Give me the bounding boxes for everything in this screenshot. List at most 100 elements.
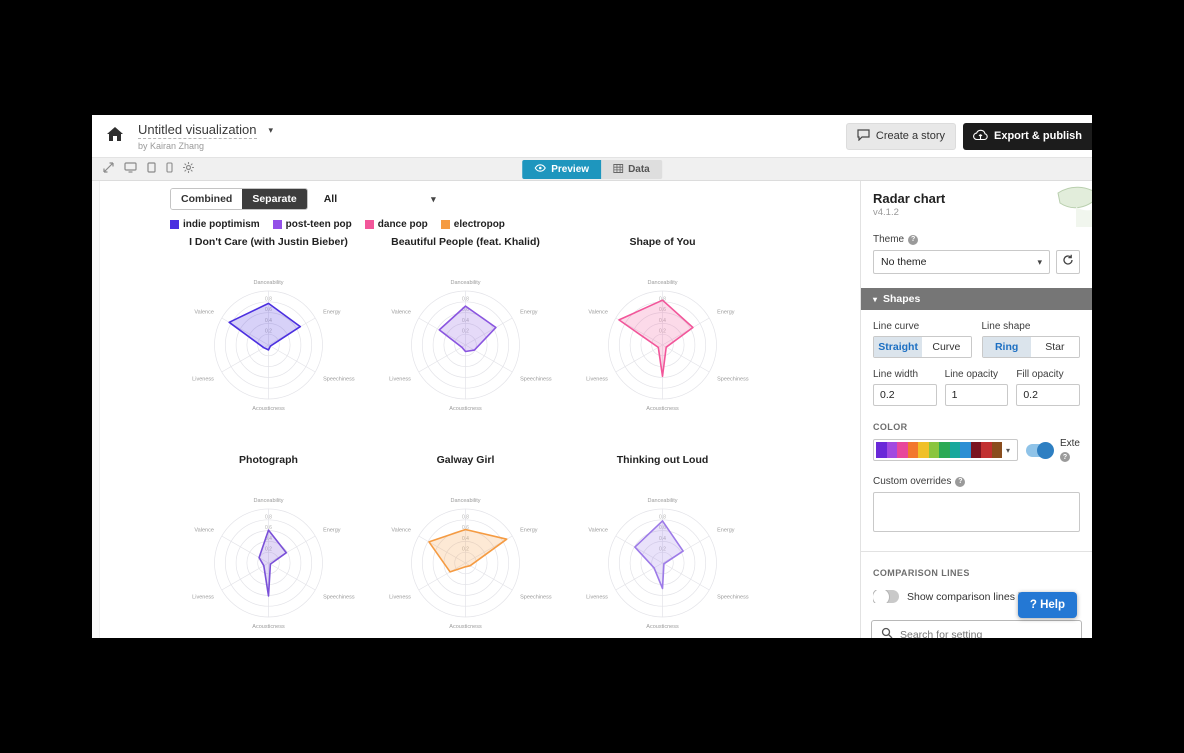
radar-chart: 0.2 0.4 0.6 0.8 Danceability Energy Speechines… [389,498,552,630]
straight-option[interactable]: Straight [874,337,923,357]
separate-button[interactable]: Separate [242,189,307,209]
left-scrollbar-strip[interactable] [92,181,100,638]
create-story-label: Create a story [875,130,945,142]
extend-palette-toggle[interactable] [1025,441,1054,459]
tab-data[interactable]: Data [601,160,662,179]
help-icon[interactable]: ? [908,234,919,245]
settings-search [871,620,1082,638]
color-palette-select[interactable]: ▾ [873,439,1018,461]
svg-text:Speechiness: Speechiness [323,595,355,601]
cloud-upload-icon [973,129,988,144]
svg-text:0.2: 0.2 [462,547,469,553]
combined-button[interactable]: Combined [171,189,243,209]
theme-select[interactable]: No theme ▾ [873,250,1050,274]
tablet-icon[interactable] [147,160,156,178]
svg-text:Acousticness: Acousticness [449,406,482,412]
preview-data-tabs: Preview Data [522,160,662,179]
legend-label: indie poptimism [183,219,260,230]
svg-text:0.4: 0.4 [659,536,666,542]
chart-preview-pane: Combined Separate All ▾ indie poptimism p… [100,181,860,638]
svg-text:Valence: Valence [588,310,607,316]
palette-swatch [928,442,939,458]
refresh-theme-button[interactable] [1056,250,1080,274]
svg-text:Speechiness: Speechiness [717,595,749,601]
radar-chart-cell: Thinking out Loud 0.2 0.4 0.6 0.8 Danceabilit… [564,454,761,638]
eye-icon [534,164,546,175]
svg-text:Energy: Energy [520,310,538,316]
chevron-down-icon: ▾ [431,193,436,204]
svg-text:0.8: 0.8 [265,514,272,520]
svg-text:0.4: 0.4 [265,318,272,324]
legend-swatch [440,220,450,229]
line-width-input[interactable] [873,384,937,406]
comparison-lines-label: COMPARISON LINES [873,568,970,578]
help-icon[interactable]: ? [955,476,966,487]
fill-opacity-label: Fill opacity [1016,369,1064,380]
help-icon[interactable]: ? [1059,452,1070,462]
svg-text:0.6: 0.6 [659,307,666,313]
palette-swatch [991,442,1002,458]
custom-overrides-textarea[interactable] [873,492,1080,532]
ring-option[interactable]: Ring [982,337,1031,357]
legend-swatch [364,220,374,229]
curve-option[interactable]: Curve [922,337,971,357]
visualization-title[interactable]: Untitled visualization [138,121,257,139]
svg-text:Danceability: Danceability [648,280,678,286]
palette-swatch [949,442,960,458]
star-option[interactable]: Star [1030,337,1079,357]
comparison-lines-toggle[interactable] [873,590,899,603]
svg-text:Speechiness: Speechiness [520,595,552,601]
legend-swatch [272,220,282,229]
radar-chart-cell: Beautiful People (feat. Khalid) 0.2 0.4 0.6… [367,236,564,454]
palette-swatch [897,442,908,458]
chevron-down-icon: ▾ [1037,256,1042,267]
home-button[interactable] [92,126,138,146]
shapes-section-label: Shapes [883,293,921,305]
chart-legend: indie poptimism post-teen pop dance pop ele… [170,219,860,230]
custom-overrides-label: Custom overrides [873,476,952,487]
radar-chart-cell: Photograph 0.2 0.4 0.6 0.8 Danceability Energy… [170,454,367,638]
radar-chart: 0.2 0.4 0.6 0.8 Danceability Energy Speechines… [586,498,749,630]
tab-preview[interactable]: Preview [522,160,602,179]
header-actions: Create a story Export & publish [845,115,1092,157]
palette-swatch [960,442,971,458]
fill-opacity-input[interactable] [1016,384,1080,406]
svg-text:Acousticness: Acousticness [646,624,679,630]
legend-item: indie poptimism [170,219,260,230]
svg-text:Valence: Valence [391,310,410,316]
line-opacity-input[interactable] [944,384,1009,406]
chevron-down-icon[interactable]: ▾ [268,124,274,135]
help-button[interactable]: ? Help [1017,592,1077,618]
legend-label: post-teen pop [285,219,352,230]
radar-chart-cell: Shape of You 0.2 0.4 0.6 0.8 Danceability Ener… [564,236,761,454]
settings-gear-icon[interactable] [183,160,194,178]
line-curve-label: Line curve [873,321,920,332]
svg-text:Energy: Energy [520,528,538,534]
mobile-icon[interactable] [166,160,173,178]
svg-text:Danceability: Danceability [451,280,481,286]
svg-text:Danceability: Danceability [648,498,678,504]
search-input[interactable] [900,629,1072,638]
svg-text:0.4: 0.4 [462,318,469,324]
line-opacity-label: Line opacity [944,369,999,380]
radar-chart-grid: I Don't Care (with Justin Bieber) 0.2 0.4 0… [170,236,860,638]
expand-icon[interactable] [103,160,114,178]
radar-chart-cell: Galway Girl 0.2 0.4 0.6 0.8 Danceability Energ… [367,454,564,638]
genre-filter-dropdown[interactable]: All ▾ [324,193,436,205]
create-story-button[interactable]: Create a story [845,122,956,150]
desktop-icon[interactable] [124,160,137,178]
svg-text:Danceability: Danceability [254,280,284,286]
custom-overrides-label-row: Custom overrides ? [873,476,1080,487]
export-publish-button[interactable]: Export & publish [963,122,1092,150]
svg-text:Danceability: Danceability [451,498,481,504]
radar-chart: 0.2 0.4 0.6 0.8 Danceability Energy Speechines… [192,280,355,412]
shapes-section-header[interactable]: ▾ Shapes [861,288,1092,310]
tab-data-label: Data [628,164,650,175]
svg-text:0.2: 0.2 [265,547,272,553]
svg-text:0.6: 0.6 [265,525,272,531]
svg-text:0.4: 0.4 [659,318,666,324]
radar-chart-cell: I Don't Care (with Justin Bieber) 0.2 0.4 0… [170,236,367,454]
color-palette-strip [876,442,1002,458]
data-grid-icon [613,163,624,176]
palette-swatch [907,442,918,458]
